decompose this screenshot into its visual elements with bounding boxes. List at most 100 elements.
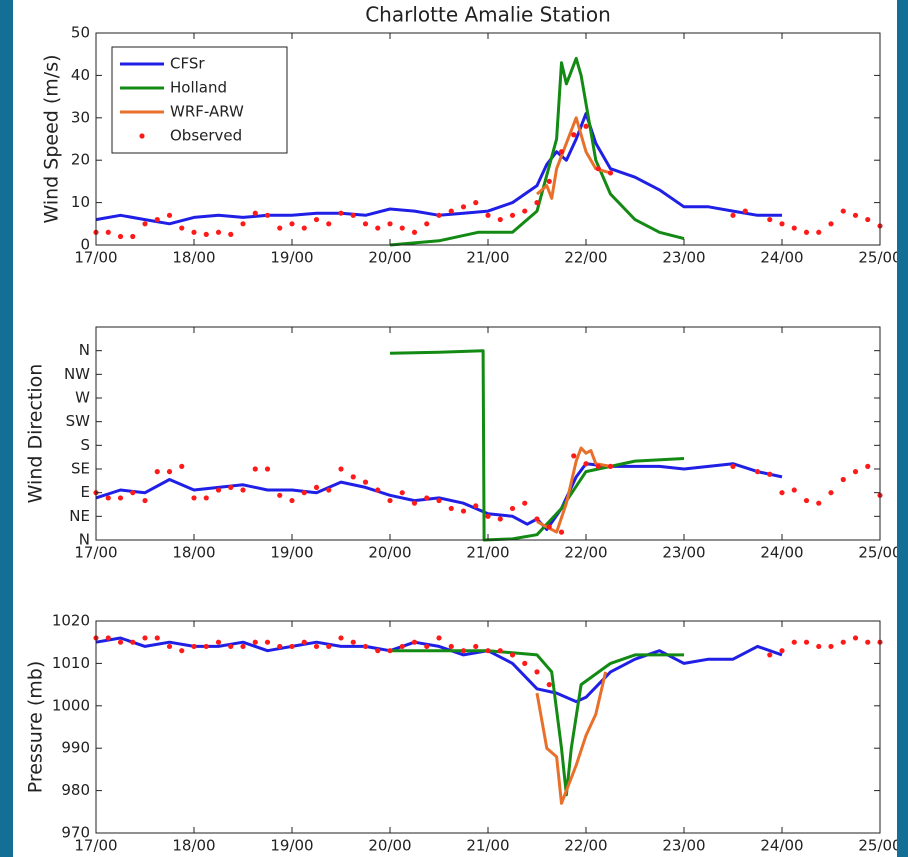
observed-point [779,648,785,654]
observed-point [485,648,491,654]
series-line [95,112,782,226]
x-tick-label: 18/00 [172,837,215,855]
y-tick-label: 50 [71,24,90,42]
series-line [535,671,608,805]
x-tick-label: 21/00 [466,249,509,267]
x-tick-label: 21/00 [466,837,509,855]
legend-label: WRF-ARW [170,103,244,121]
observed-point [215,229,222,235]
y-tick-label: 40 [71,66,90,84]
observed-point [546,524,552,530]
observed-point [277,643,283,650]
observed-point [130,639,136,645]
observed-point [350,639,356,645]
observed-point [338,635,344,641]
observed-point [473,643,479,650]
observed-point [179,648,185,654]
legend-marker [139,133,145,139]
observed-point [387,648,393,654]
observed-point [326,643,332,650]
observed-point [399,225,405,231]
x-tick-label: 22/00 [564,249,607,267]
observed-point [803,639,810,645]
legend-label: CFSr [170,55,205,73]
observed-point [338,210,344,216]
observed-point [509,505,516,512]
observed-point [179,463,185,469]
observed-point [301,490,307,496]
series-line [95,462,783,531]
observed-point [252,210,258,216]
observed-point [571,453,577,459]
observed-point [313,216,320,223]
observed-point [473,200,479,206]
observed-point [277,225,283,231]
observed-point [362,479,369,485]
observed-point [264,639,271,645]
observed-point [865,639,871,645]
observed-point [191,495,197,501]
observed-point [436,497,442,504]
observed-point [142,497,148,504]
observed-point [571,132,577,138]
observed-point [828,643,834,650]
observed-point [803,229,810,235]
y-axis-label: Pressure (mb) [25,661,47,794]
x-tick-label: 22/00 [564,837,607,855]
observed-point [350,474,356,480]
observed-point [791,225,797,231]
observed-point [142,635,148,641]
observed-point [117,495,124,501]
observed-point [522,500,528,506]
observed-point [730,463,736,469]
series-line [390,649,684,797]
observed-point [228,484,234,491]
observed-point [130,490,136,496]
observed-point [816,229,822,235]
observed-point [424,643,430,650]
observed-point [399,643,405,650]
observed-point [424,221,430,227]
x-tick-label: 25/00 [858,249,901,267]
observed-point [252,466,258,472]
observed-point [558,149,565,155]
observed-point [154,469,160,475]
observed-point [779,490,785,496]
x-tick-label: 17/00 [74,837,117,855]
x-tick-label: 19/00 [270,544,313,562]
observed-point [117,233,124,240]
observed-point [105,495,111,501]
y-tick-label: N [79,531,90,549]
observed-point [448,643,454,650]
x-tick-label: 20/00 [368,249,411,267]
observed-point [350,212,356,218]
observed-point [277,492,283,498]
y-tick-label: 10 [71,193,90,211]
observed-point [595,166,601,172]
observed-point [852,212,859,218]
y-tick-label: N [79,341,90,359]
series-line [536,446,611,534]
observed-point [534,516,540,522]
observed-point [840,639,846,645]
observed-point [228,231,234,237]
x-tick-label: 18/00 [172,249,215,267]
observed-point [228,643,234,650]
chart-title: Charlotte Amalie Station [365,3,611,27]
y-tick-label: 970 [61,824,90,842]
observed-point [387,221,393,227]
y-tick-label: 980 [61,781,90,799]
observed-point [313,484,320,491]
observed-point [742,208,748,214]
observed-point [607,170,614,176]
observed-point [779,221,785,227]
observed-point [375,487,381,493]
observed-point [460,204,467,210]
y-tick-label: NE [69,507,90,525]
observed-point [522,660,528,667]
observed-point [264,466,271,472]
observed-point [767,652,773,658]
observed-point [191,643,197,650]
observed-point [179,225,185,231]
